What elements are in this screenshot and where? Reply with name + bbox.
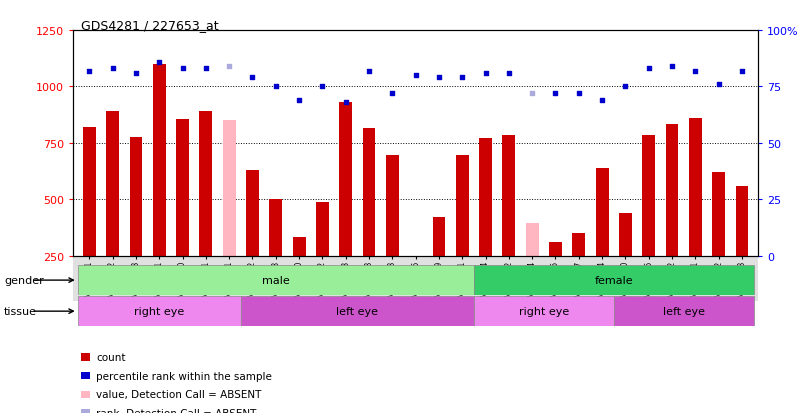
- Bar: [432, 218, 445, 256]
- Point: [573, 91, 586, 97]
- Text: right eye: right eye: [134, 306, 184, 316]
- Bar: [479, 139, 492, 256]
- Point: [736, 68, 749, 75]
- Bar: [712, 173, 725, 256]
- Bar: [78, 297, 241, 326]
- Text: count: count: [97, 352, 126, 362]
- Bar: [614, 297, 753, 326]
- Point: [106, 66, 119, 73]
- Text: right eye: right eye: [519, 306, 569, 316]
- Point: [269, 84, 282, 90]
- Bar: [410, 256, 422, 283]
- Bar: [200, 112, 212, 256]
- Point: [293, 97, 306, 104]
- Text: value, Detection Call = ABSENT: value, Detection Call = ABSENT: [97, 389, 262, 399]
- Text: left eye: left eye: [337, 306, 379, 316]
- Bar: [503, 135, 515, 256]
- Text: rank, Detection Call = ABSENT: rank, Detection Call = ABSENT: [97, 408, 257, 413]
- Point: [316, 84, 329, 90]
- Bar: [241, 297, 474, 326]
- Point: [130, 71, 143, 77]
- Text: left eye: left eye: [663, 306, 705, 316]
- Bar: [526, 223, 539, 256]
- Bar: [316, 202, 328, 256]
- Text: male: male: [262, 275, 290, 285]
- Point: [386, 91, 399, 97]
- Point: [200, 66, 212, 73]
- Point: [83, 68, 96, 75]
- Bar: [223, 121, 235, 256]
- Bar: [83, 128, 96, 256]
- Point: [432, 75, 445, 81]
- Bar: [106, 112, 119, 256]
- Point: [246, 75, 259, 81]
- Point: [152, 59, 165, 66]
- Point: [595, 97, 608, 104]
- Bar: [339, 103, 352, 256]
- Point: [176, 66, 189, 73]
- Point: [502, 71, 515, 77]
- Bar: [474, 266, 753, 295]
- Bar: [549, 242, 562, 256]
- Bar: [689, 119, 702, 256]
- Text: percentile rank within the sample: percentile rank within the sample: [97, 371, 272, 381]
- Bar: [73, 256, 758, 301]
- Bar: [363, 129, 375, 256]
- Bar: [152, 65, 165, 256]
- Bar: [642, 135, 655, 256]
- Bar: [130, 138, 143, 256]
- Bar: [736, 186, 749, 256]
- Bar: [619, 213, 632, 256]
- Text: female: female: [594, 275, 633, 285]
- Bar: [176, 120, 189, 256]
- Bar: [474, 297, 614, 326]
- Bar: [269, 200, 282, 256]
- Bar: [246, 171, 259, 256]
- Point: [456, 75, 469, 81]
- Text: gender: gender: [4, 275, 44, 285]
- Point: [479, 71, 492, 77]
- Bar: [293, 237, 306, 256]
- Bar: [573, 234, 586, 256]
- Point: [549, 91, 562, 97]
- Point: [410, 73, 423, 79]
- Point: [363, 68, 375, 75]
- Bar: [386, 156, 399, 256]
- Point: [712, 82, 725, 88]
- Text: tissue: tissue: [4, 306, 37, 316]
- Bar: [78, 266, 474, 295]
- Point: [666, 64, 679, 70]
- Bar: [456, 156, 469, 256]
- Bar: [666, 124, 679, 256]
- Bar: [596, 168, 608, 256]
- Point: [223, 64, 236, 70]
- Point: [339, 100, 352, 106]
- Point: [526, 91, 539, 97]
- Point: [689, 68, 702, 75]
- Point: [642, 66, 655, 73]
- Text: GDS4281 / 227653_at: GDS4281 / 227653_at: [81, 19, 219, 31]
- Point: [619, 84, 632, 90]
